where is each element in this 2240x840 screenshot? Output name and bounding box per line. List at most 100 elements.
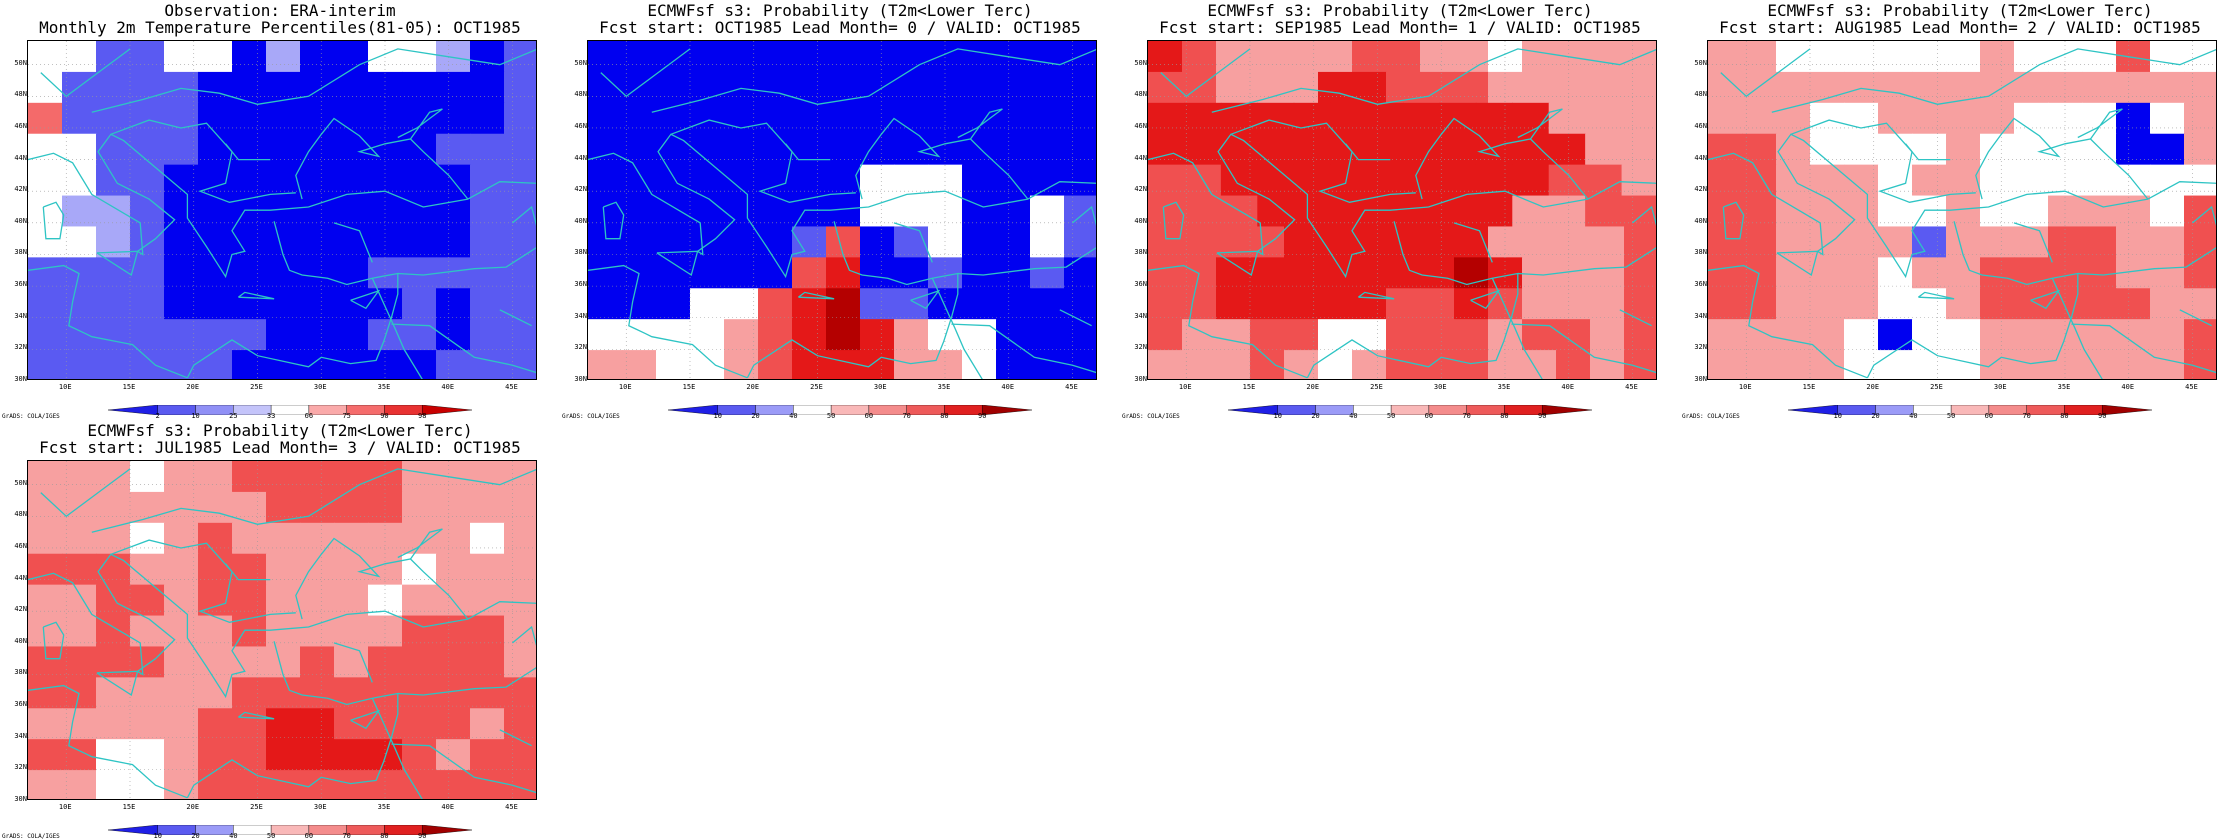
- grid-cell: [1064, 226, 1096, 258]
- grid-cell: [1844, 288, 1879, 320]
- grid-cell: [1148, 133, 1186, 166]
- lon-tick-label: 40E: [1561, 383, 1575, 391]
- grid-cell: [1064, 71, 1096, 104]
- grid-cell: [656, 288, 691, 320]
- panel-subtitle: Monthly 2m Temperature Percentiles(81-05…: [39, 18, 521, 37]
- grid-cell: [62, 102, 97, 135]
- grid-cell: [1621, 102, 1656, 135]
- colorbar-swatch: [270, 404, 310, 416]
- colorbar-swatch: [346, 824, 385, 836]
- grid-cell: [232, 164, 267, 197]
- coastline: [512, 625, 536, 646]
- grid-cell: [1810, 102, 1845, 135]
- grid-cell: [1386, 350, 1421, 379]
- grid-cell: [96, 553, 131, 586]
- grid-cell: [300, 164, 335, 197]
- grid-cell: [1439, 133, 1477, 166]
- grid-cell: [1844, 257, 1879, 289]
- grid-cell: [1420, 226, 1455, 258]
- coastline: [2051, 277, 2103, 379]
- grid-cell: [2150, 164, 2185, 197]
- grid-cell: [164, 708, 199, 740]
- grid-cell: [1352, 350, 1387, 379]
- grid-cell: [860, 71, 895, 104]
- lat-tick-label: 38N: [1694, 248, 1707, 257]
- coastline: [670, 119, 856, 203]
- grid-cell: [300, 522, 335, 555]
- grid-cell: [232, 553, 267, 586]
- coastline: [1059, 309, 1092, 327]
- coastline: [2192, 205, 2216, 226]
- grid-cell: [1257, 164, 1295, 197]
- grid-cell: [1844, 164, 1879, 197]
- grid-cell: [1980, 288, 2015, 320]
- grid-cell: [1844, 41, 1879, 73]
- grid-cell: [1220, 102, 1258, 135]
- coastline: [1306, 221, 1519, 379]
- grid-cell: [266, 584, 301, 617]
- grid-cell: [164, 350, 199, 379]
- grid-cell: [470, 195, 505, 228]
- grid-cell: [266, 461, 301, 493]
- grid-cell: [2082, 226, 2117, 258]
- colorbar-swatch: [308, 404, 347, 416]
- grid-cell: [1810, 195, 1845, 228]
- grid-cell: [62, 491, 97, 524]
- lat-tick-label: 44N: [14, 153, 27, 162]
- coastline: [1975, 117, 2149, 200]
- grid-cell: [470, 41, 505, 73]
- grid-cell: [504, 584, 536, 617]
- grid-cell: [792, 350, 827, 379]
- grid-cell: [996, 226, 1031, 258]
- coastline: [391, 323, 536, 374]
- grid-cell: [164, 102, 199, 135]
- grid-cell: [130, 164, 165, 197]
- colorbar-label: 10: [153, 832, 162, 840]
- grid-cell: [1030, 195, 1065, 228]
- grid-cell: [2150, 195, 2185, 228]
- grid-cell: [2082, 164, 2117, 197]
- grid-cell: [198, 102, 233, 135]
- grid-cell: [622, 195, 657, 228]
- grid-cell: [266, 195, 301, 228]
- grid-cell: [130, 522, 165, 555]
- grid-cell: [656, 319, 691, 351]
- grid-cell: [1512, 195, 1550, 228]
- grid-cell: [1946, 350, 1981, 379]
- coastline: [1216, 250, 1259, 277]
- grid-cell: [1946, 41, 1981, 73]
- coastline: [1708, 133, 2149, 279]
- grid-cell: [894, 319, 929, 351]
- lat-tick-label: 48N: [14, 510, 27, 519]
- colorbar-swatch: [2064, 404, 2103, 416]
- grid-cell: [470, 461, 505, 493]
- grid-cell: [690, 350, 725, 379]
- coastline: [931, 277, 983, 379]
- grid-cell: [2082, 102, 2117, 135]
- grid-cell: [300, 226, 335, 258]
- grid-cell: [792, 164, 827, 197]
- colorbar: [1227, 400, 1593, 416]
- grid-cell: [470, 133, 505, 166]
- map-svg: [1708, 41, 2216, 379]
- grid-cell: [198, 522, 233, 555]
- grid-cell: [232, 770, 267, 799]
- grid-cell: [1878, 41, 1913, 73]
- lat-tick-label: 34N: [1134, 311, 1147, 320]
- grid-cell: [334, 615, 369, 648]
- coastline: [600, 48, 691, 98]
- lat-tick-label: 48N: [1134, 90, 1147, 99]
- coastline: [1905, 143, 1951, 161]
- grid-cell: [1708, 319, 1743, 351]
- grid-cell: [164, 584, 199, 617]
- colorbar-svg: [107, 404, 473, 416]
- coastline: [1470, 289, 1501, 310]
- grid-cell: [1742, 350, 1777, 379]
- grid-cell: [402, 584, 437, 617]
- grid-cell: [402, 739, 437, 771]
- grid-cell: [860, 288, 895, 320]
- grid-cell: [334, 553, 369, 586]
- grid-cell: [1548, 164, 1586, 197]
- grid-cell: [2048, 41, 2083, 73]
- coastline: [2077, 247, 2216, 276]
